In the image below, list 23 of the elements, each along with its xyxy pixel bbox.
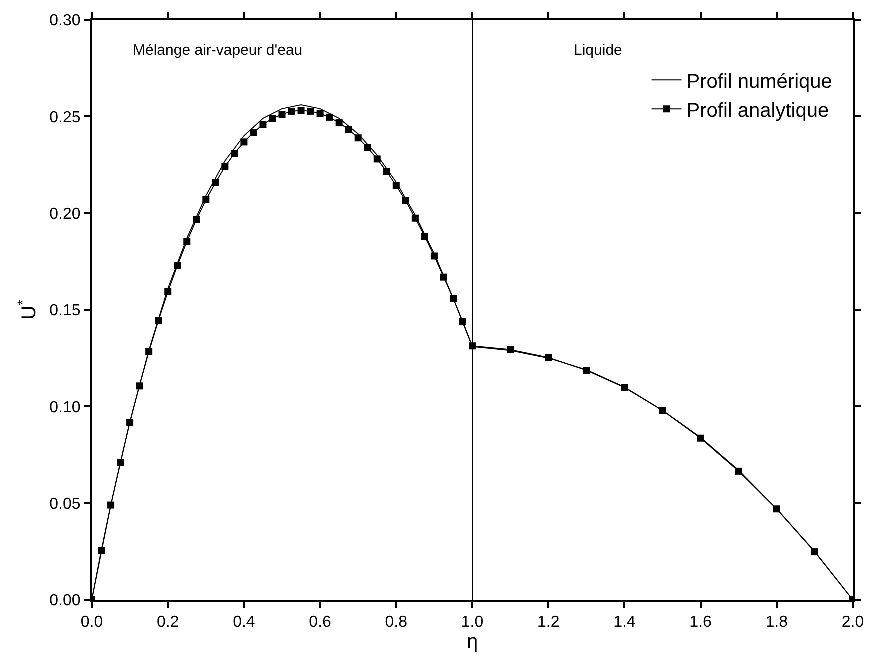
x-tick-label: 0.6 [309,614,332,632]
y-tick-label: 0.00 [50,592,81,610]
y-tick-label: 0.25 [50,109,81,126]
x-tick-label: 2.0 [842,614,864,632]
x-tick-label: 0.2 [156,614,180,632]
annotation: Liquide [574,42,622,59]
y-tick-label: 0.30 [50,12,81,30]
x-tick-label: 1.4 [614,614,636,632]
x-tick-label: 0.0 [80,614,104,632]
legend-label: Profil numérique [686,70,832,93]
x-tick-label: 1.2 [537,614,560,632]
x-tick-label: 1.6 [690,614,712,632]
x-tick-label: 0.4 [233,614,256,632]
y-tick-label: 0.10 [50,399,81,416]
legend-label: Profil analytique [686,100,830,122]
annotation: Mélange air-vapeur d'eau [133,42,303,59]
y-tick-label: 0.15 [50,302,81,320]
y-tick-label: 0.05 [50,496,81,513]
x-tick-label: 1.8 [766,614,788,632]
x-tick-label: 1.0 [461,614,484,632]
y-tick-label: 0.20 [50,206,81,223]
x-tick-label: 0.8 [385,614,408,632]
x-axis-title: η [466,631,478,654]
